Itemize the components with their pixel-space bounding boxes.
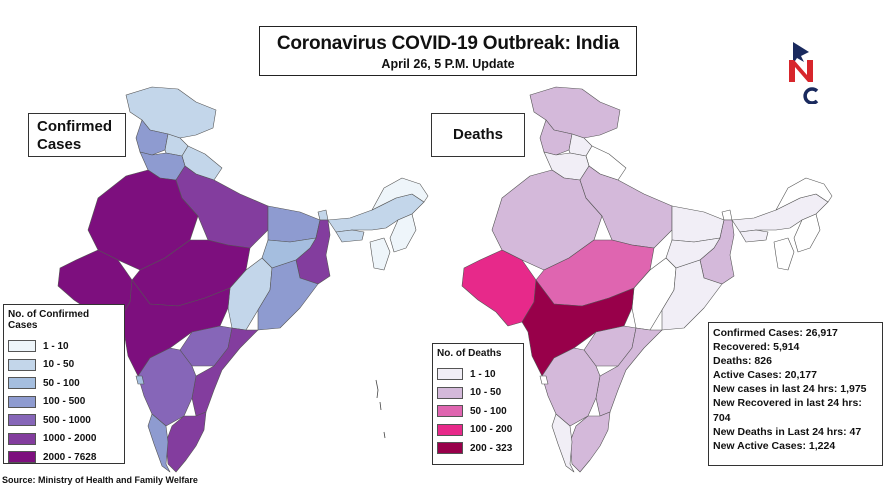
state-tripura-mizoram	[773, 237, 795, 271]
state-meghalaya	[335, 229, 365, 243]
confirmed-legend-swatch	[8, 451, 36, 464]
confirmed-legend-row: 50 - 100	[8, 374, 120, 393]
confirmed-legend-label: 10 - 50	[43, 359, 75, 371]
stat-confirmed: Confirmed Cases: 26,917	[713, 327, 838, 339]
state-sikkim	[721, 209, 733, 221]
page-subtitle: April 26, 5 P.M. Update	[381, 57, 515, 71]
deaths-legend-label: 200 - 323	[470, 442, 513, 454]
confirmed-legend-label: 100 - 500	[43, 396, 86, 408]
state-maharashtra	[521, 279, 635, 377]
stats-box: Confirmed Cases: 26,917 Recovered: 5,914…	[708, 322, 883, 466]
logo-c-letter	[803, 87, 819, 104]
deaths-legend-label: 10 - 50	[470, 387, 502, 399]
deaths-legend-label: 100 - 200	[470, 424, 513, 436]
state-odisha	[257, 259, 319, 331]
stat-new-recovered-value: 704	[713, 411, 731, 424]
source-note: Source: Ministry of Health and Family We…	[2, 475, 198, 485]
state-kerala	[551, 413, 575, 473]
confirmed-legend-swatch	[8, 414, 36, 427]
deaths-legend-row: 100 - 200	[437, 421, 519, 440]
confirmed-legend-row: 1 - 10	[8, 337, 120, 356]
confirmed-legend: No. of Confirmed Cases 1 - 10 10 - 50 50 -…	[3, 304, 125, 464]
deaths-legend-row: 200 - 323	[437, 439, 519, 458]
deaths-legend-row: 1 - 10	[437, 365, 519, 384]
title-box: Coronavirus COVID-19 Outbreak: India Apr…	[259, 26, 637, 76]
deaths-legend-swatch	[437, 405, 463, 418]
state-tripura-mizoram	[369, 237, 391, 271]
state-sikkim	[317, 209, 329, 221]
confirmed-legend-label: 1 - 10	[43, 340, 69, 352]
stat-new-cases: New cases in last 24 hrs: 1,975	[713, 383, 867, 396]
confirmed-legend-label: 2000 - 7628	[43, 451, 97, 463]
state-bihar	[267, 205, 321, 243]
state-bihar	[671, 205, 725, 243]
confirmed-legend-label: 1000 - 2000	[43, 433, 97, 445]
confirmed-legend-swatch	[8, 358, 36, 371]
state-karnataka	[137, 347, 197, 427]
deaths-legend-swatch	[437, 386, 463, 399]
state-arunachal	[775, 177, 833, 211]
confirmed-legend-label: 50 - 100	[43, 377, 80, 389]
stat-active: Active Cases: 20,177	[713, 369, 817, 382]
state-karnataka	[541, 347, 601, 427]
state-goa	[135, 375, 145, 385]
state-meghalaya	[739, 229, 769, 243]
deaths-legend-swatch	[437, 442, 463, 455]
state-nagaland-manipur	[793, 213, 821, 253]
deaths-legend-title: No. of Deaths	[437, 348, 502, 359]
confirmed-legend-swatch	[8, 395, 36, 408]
logo-n-letter	[789, 60, 813, 82]
state-goa	[539, 375, 549, 385]
state-arunachal	[371, 177, 429, 211]
confirmed-legend-row: 500 - 1000	[8, 411, 120, 430]
stat-new-active: New Active Cases: 1,224	[713, 439, 836, 452]
confirmed-legend-swatch	[8, 340, 36, 353]
state-odisha	[661, 259, 723, 331]
state-punjab	[539, 119, 573, 156]
confirmed-legend-row: 2000 - 7628	[8, 448, 120, 467]
deaths-map-label: Deaths	[431, 113, 525, 157]
confirmed-legend-label: 500 - 1000	[43, 414, 91, 426]
confirmed-legend-row: 1000 - 2000	[8, 430, 120, 449]
confirmed-legend-title: No. of Confirmed Cases	[8, 309, 90, 331]
deaths-legend-row: 10 - 50	[437, 384, 519, 403]
confirmed-legend-row: 100 - 500	[8, 393, 120, 412]
logo-navy-arrow	[793, 42, 809, 64]
deaths-legend-label: 1 - 10	[470, 368, 496, 380]
stat-new-recovered-label: New Recovered in last 24 hrs:	[713, 397, 862, 410]
state-tamil-nadu	[569, 411, 611, 473]
state-kerala	[147, 413, 171, 473]
stat-new-deaths: New Deaths in Last 24 hrs: 47	[713, 425, 862, 438]
confirmed-legend-swatch	[8, 432, 36, 445]
deaths-legend-swatch	[437, 368, 463, 381]
deaths-legend-label: 50 - 100	[470, 405, 507, 417]
confirmed-map-label: Confirmed Cases	[28, 113, 126, 157]
stat-recovered: Recovered: 5,914	[713, 341, 800, 354]
andaman-islands	[375, 379, 386, 439]
deaths-legend: No. of Deaths 1 - 10 10 - 50 50 - 100 100 -…	[432, 343, 524, 465]
state-nagaland-manipur	[389, 213, 417, 253]
deaths-legend-row: 50 - 100	[437, 402, 519, 421]
stat-deaths: Deaths: 826	[713, 355, 772, 368]
confirmed-legend-swatch	[8, 377, 36, 390]
deaths-legend-swatch	[437, 423, 463, 436]
deaths-states	[461, 86, 833, 473]
confirmed-legend-row: 10 - 50	[8, 356, 120, 375]
page-title: Coronavirus COVID-19 Outbreak: India	[276, 33, 620, 54]
state-punjab	[135, 119, 169, 156]
state-tamil-nadu	[165, 411, 207, 473]
nc-logo	[789, 42, 819, 104]
